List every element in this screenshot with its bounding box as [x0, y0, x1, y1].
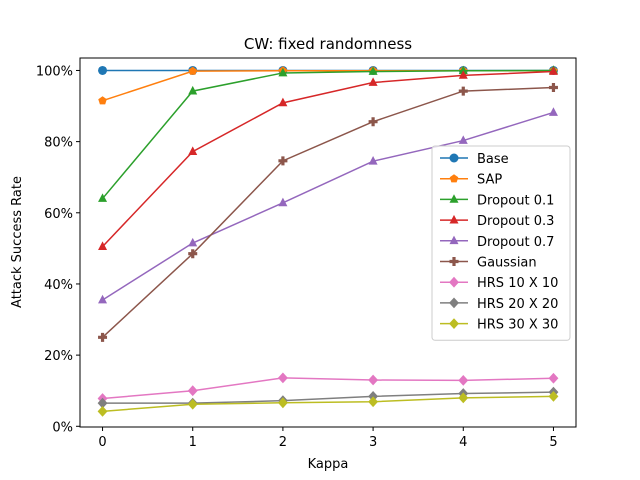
x-axis-label: Kappa: [308, 457, 349, 472]
legend-marker: [449, 276, 459, 288]
data-point: [98, 65, 108, 75]
y-tick-label: 100%: [36, 64, 73, 79]
x-tick-label: 4: [459, 435, 467, 450]
series-line: [102, 86, 554, 338]
data-point: [277, 397, 288, 409]
data-point: [368, 156, 378, 165]
data-point: [368, 77, 378, 86]
legend-item: Dropout 0.7: [440, 235, 554, 250]
legend-label: Gaussian: [477, 256, 537, 271]
data-point: [368, 374, 379, 386]
legend-label: HRS 10 X 10: [477, 276, 558, 291]
x-tick-label: 1: [189, 435, 197, 450]
legend-item: Dropout 0.3: [440, 214, 554, 229]
series-line: [102, 377, 554, 400]
legend-marker: [449, 153, 459, 163]
chart-title: CW: fixed randomness: [244, 35, 412, 53]
series-line: [102, 391, 554, 404]
data-point: [187, 398, 198, 410]
y-tick-label: 20%: [44, 349, 73, 364]
data-point: [98, 294, 108, 304]
y-tick-label: 40%: [44, 278, 73, 293]
data-point: [548, 372, 559, 384]
series-line: [101, 69, 554, 200]
series-line: [102, 395, 554, 413]
data-point: [98, 193, 108, 202]
x-tick-label: 3: [369, 435, 377, 450]
data-point: [278, 197, 288, 207]
data-point: [278, 97, 288, 107]
legend-item: SAP: [440, 173, 502, 188]
legend: Base SAP Dropout 0.1 Dropout 0.3 Dropout 0.7…: [431, 145, 571, 341]
x-tick-label: 2: [279, 435, 287, 450]
data-point: [368, 66, 378, 75]
data-point: [188, 237, 198, 247]
data-point: [458, 374, 469, 386]
series-dropout-0-7: [98, 107, 558, 304]
series-line: [102, 111, 554, 301]
legend-marker: [449, 174, 459, 183]
data-point: [458, 70, 468, 79]
legend-item: Base: [440, 152, 509, 167]
y-tick-label: 80%: [44, 136, 73, 151]
legend-item: HRS 10 X 10: [440, 276, 558, 291]
x-tick-label: 0: [98, 435, 106, 450]
data-point: [188, 85, 198, 95]
legend-marker: [449, 297, 459, 309]
data-point: [548, 107, 558, 116]
series-dropout-0-3: [98, 66, 558, 250]
legend-marker: [449, 257, 459, 266]
legend-label: SAP: [477, 173, 502, 188]
data-point: [277, 372, 288, 384]
data-point: [97, 405, 108, 417]
series-line: [102, 70, 554, 248]
data-point: [458, 86, 468, 96]
y-axis-label: Attack Success Rate: [10, 176, 25, 308]
legend-item: Dropout 0.1: [440, 193, 554, 208]
data-point: [368, 117, 378, 127]
data-point: [278, 156, 288, 166]
data-point: [548, 83, 558, 93]
data-point: [98, 96, 107, 105]
data-point: [278, 67, 288, 77]
legend-marker: [449, 214, 459, 224]
data-point: [548, 66, 558, 75]
legend-label: Dropout 0.7: [477, 235, 554, 250]
data-point: [368, 396, 379, 408]
legend-label: Base: [477, 152, 509, 167]
legend-item: HRS 20 X 20: [440, 297, 558, 312]
data-point: [97, 397, 108, 409]
data-point: [98, 332, 108, 342]
legend-label: Dropout 0.1: [477, 193, 554, 208]
y-tick-label: 0%: [52, 420, 73, 435]
legend-box: [431, 145, 571, 341]
y-tick-label: 60%: [44, 207, 73, 222]
data-point: [458, 135, 468, 144]
x-tick-label: 5: [549, 435, 557, 450]
data-point: [188, 249, 198, 259]
series-hrs-10-x-10: [97, 372, 559, 404]
legend-item: HRS 30 X 30: [440, 318, 558, 333]
legend-label: Dropout 0.3: [477, 214, 554, 229]
legend-label: HRS 20 X 20: [477, 297, 558, 312]
series-hrs-30-x-30: [97, 390, 559, 417]
legend-label: HRS 30 X 30: [477, 318, 558, 333]
plot-frame: [79, 57, 577, 428]
data-point: [188, 146, 198, 155]
series-dropout-0-1: [98, 65, 558, 202]
data-point: [188, 66, 198, 75]
data-point: [187, 385, 198, 397]
legend-marker: [449, 318, 459, 329]
legend-item: Gaussian: [440, 256, 537, 271]
legend-marker: [449, 194, 459, 203]
data-point: [98, 241, 108, 250]
data-point: [548, 390, 559, 402]
series-gaussian: [98, 83, 558, 342]
data-point: [458, 65, 468, 75]
data-point: [458, 392, 469, 404]
legend-marker: [449, 235, 459, 245]
